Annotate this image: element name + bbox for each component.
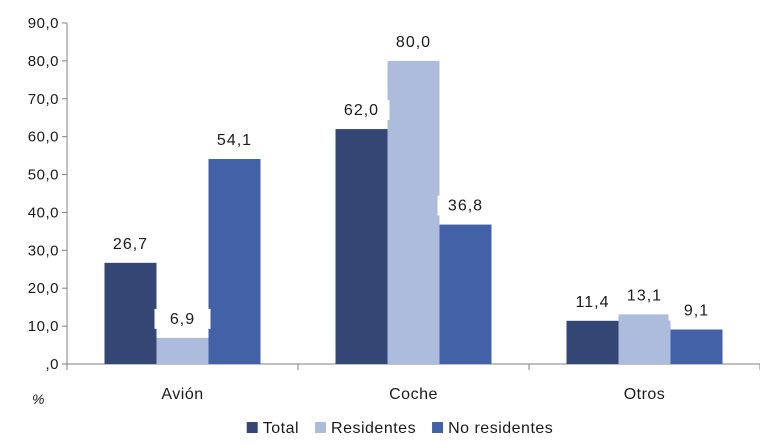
data-label-background [333, 100, 390, 121]
legend-label: Residentes [331, 420, 416, 437]
y-tick-label: 60,0 [28, 129, 59, 146]
data-label-background [668, 300, 725, 321]
y-tick-label: ,0 [45, 356, 59, 373]
y-tick-label: 20,0 [28, 280, 59, 297]
x-category-label: Otros [624, 386, 666, 403]
data-label: 13,1 [627, 287, 662, 304]
data-labels: 26,7 6,9 54,1 62,0 80,0 36,8 11,4 13,1 9,1 [102, 31, 725, 329]
y-tick-label: 50,0 [28, 167, 59, 184]
data-label-background [616, 285, 673, 306]
y-tick-label: 10,0 [28, 318, 59, 335]
data-label-background [102, 233, 159, 254]
legend-label: No residentes [448, 420, 553, 437]
data-label-background [385, 31, 442, 52]
legend-swatch [246, 422, 258, 433]
data-label-background [206, 130, 263, 151]
legend-swatch [315, 422, 327, 433]
bars [104, 60, 723, 365]
data-label: 80,0 [396, 34, 431, 51]
y-tick-label: 90,0 [28, 15, 59, 32]
y-unit-label: % [32, 391, 44, 407]
bar [439, 224, 492, 364]
y-tick-label: 40,0 [28, 204, 59, 221]
legend: Total Residentes No residentes [246, 420, 553, 437]
data-label-background [437, 195, 494, 216]
bar [104, 262, 157, 364]
data-label-background [564, 291, 621, 312]
bar [387, 60, 440, 365]
data-label: 36,8 [448, 198, 483, 215]
y-tick-label: 30,0 [28, 242, 59, 259]
bar [566, 320, 619, 364]
legend-label: Total [263, 420, 299, 437]
y-tick-label: 80,0 [28, 53, 59, 70]
x-category-label: Avión [161, 386, 203, 403]
legend-swatch [432, 422, 444, 433]
data-label-background [154, 308, 211, 329]
axes: ,0 10,0 20,0 30,0 40,0 50,0 60,0 70,0 80,0 90,0 Av… [28, 15, 760, 403]
data-label: 26,7 [113, 236, 148, 253]
data-label: 6,9 [170, 311, 195, 328]
data-label: 62,0 [344, 102, 379, 119]
bar [208, 159, 261, 364]
bar [156, 337, 209, 364]
y-tick-label: 70,0 [28, 91, 59, 108]
bar [670, 329, 723, 364]
bar [335, 129, 388, 364]
data-label: 11,4 [576, 294, 610, 311]
data-label: 9,1 [684, 303, 709, 320]
data-label: 54,1 [217, 132, 252, 149]
x-category-label: Coche [389, 386, 438, 403]
bar [618, 314, 671, 364]
